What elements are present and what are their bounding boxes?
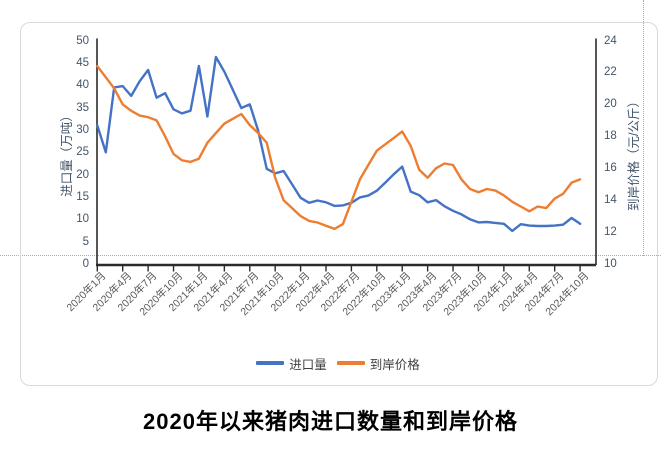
left-axis-tick-label: 35 [76, 101, 89, 114]
legend-item-cif-price: 到岸价格 [336, 354, 420, 373]
left-axis-tick-label: 10 [76, 213, 89, 226]
right-axis-tick-label: 12 [604, 226, 617, 239]
legend-label-import-volume: 进口量 [289, 357, 327, 372]
right-axis-tick-label: 22 [604, 66, 617, 79]
chart-caption-title: 2020年以来猪肉进口数量和到岸价格 [143, 409, 518, 434]
left-axis-tick-label: 20 [76, 168, 89, 181]
left-axis-tick-label: 25 [76, 146, 89, 159]
right-axis-tick-label: 16 [604, 162, 617, 175]
left-axis-tick-label: 40 [76, 79, 89, 92]
dotted-cell-border-vertical [643, 0, 644, 256]
right-axis-tick-label: 10 [604, 258, 617, 270]
left-axis-tick-label: 45 [76, 56, 89, 69]
left-axis-tick-label: 15 [76, 190, 89, 203]
right-axis-title: 到岸价格（元/公斤） [627, 95, 641, 211]
plot-area [96, 38, 597, 272]
right-axis-tick-label: 24 [604, 34, 617, 47]
legend: 进口量 到岸价格 [21, 354, 655, 372]
legend-label-cif-price: 到岸价格 [369, 357, 420, 372]
left-axis-title: 进口量（万吨） [60, 109, 74, 197]
right-axis-tick-label: 20 [604, 98, 617, 111]
cif-price-legend-swatch-icon [336, 361, 365, 365]
left-axis-tick-label: 5 [82, 235, 89, 248]
dotted-cell-border-horizontal [0, 255, 661, 256]
left-axis-tick-label: 30 [76, 123, 89, 136]
right-axis-tick-label: 14 [604, 194, 617, 207]
legend-item-import-volume: 进口量 [256, 354, 327, 373]
pork-import-chart: 0 5 10 15 20 25 30 35 40 45 50 10 12 14 16 18 20 22 24 20… [20, 22, 658, 386]
left-axis-tick-label: 50 [76, 34, 89, 47]
import-volume-legend-swatch-icon [256, 361, 285, 365]
left-axis-tick-label: 0 [82, 258, 89, 270]
right-axis-tick-label: 18 [604, 130, 617, 143]
